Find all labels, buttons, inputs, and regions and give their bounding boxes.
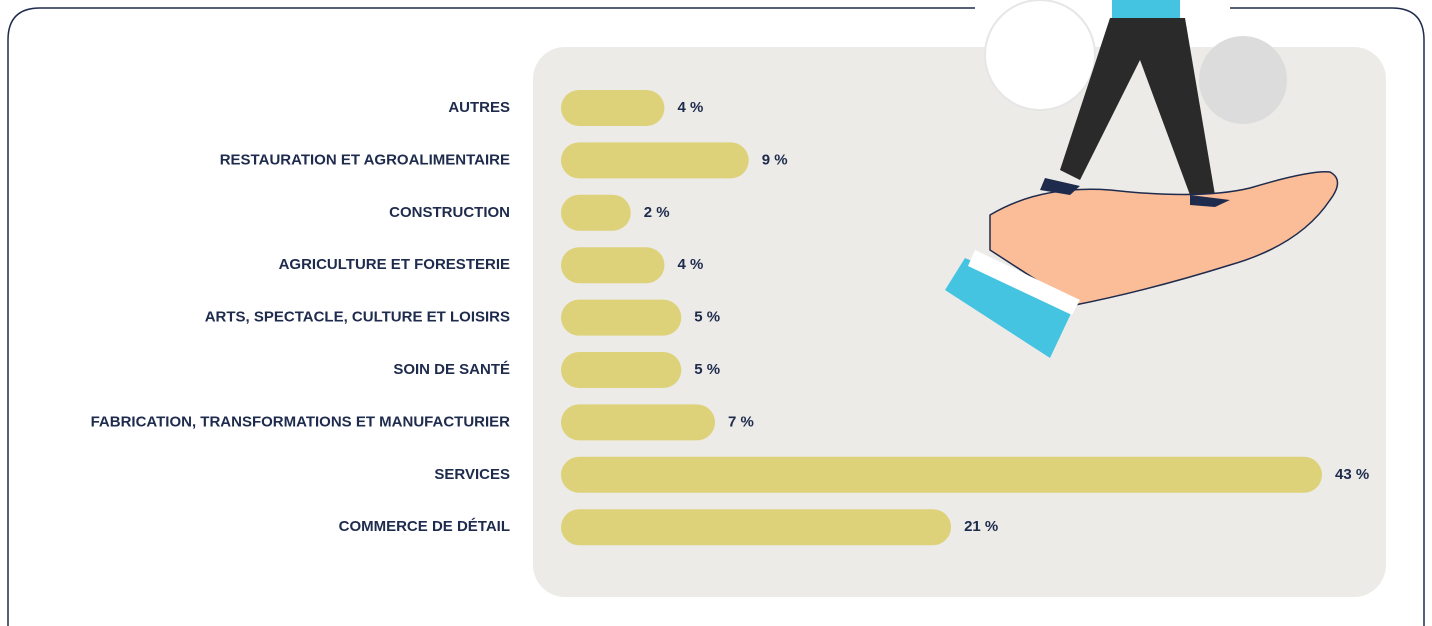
- value-label: 9 %: [762, 151, 788, 168]
- frame: [7, 7, 1425, 626]
- bar: [561, 194, 631, 231]
- bar: [561, 352, 682, 388]
- category-label: RESTAURATION ET AGROALIMENTAIRE: [220, 151, 510, 168]
- bar: [561, 404, 716, 441]
- value-label: 5 %: [694, 309, 720, 326]
- value-label: 2 %: [644, 204, 670, 221]
- category-label: AUTRES: [448, 99, 510, 116]
- bar: [561, 247, 665, 284]
- value-label: 43 %: [1335, 466, 1369, 483]
- category-label: CONSTRUCTION: [389, 204, 510, 221]
- value-label: 4 %: [677, 99, 703, 116]
- category-label: SERVICES: [434, 466, 510, 483]
- category-label: SOIN DE SANTÉ: [393, 361, 510, 378]
- category-label: COMMERCE DE DÉTAIL: [339, 518, 510, 535]
- value-label: 7 %: [728, 413, 754, 430]
- value-label: 5 %: [694, 361, 720, 378]
- category-label: AGRICULTURE ET FORESTERIE: [279, 256, 510, 273]
- value-label: 4 %: [677, 256, 703, 273]
- bar: [561, 142, 749, 179]
- category-label: FABRICATION, TRANSFORMATIONS ET MANUFACT…: [91, 413, 511, 430]
- bar: [561, 456, 1322, 493]
- bar: [561, 90, 665, 126]
- category-label: ARTS, SPECTACLE, CULTURE ET LOISIRS: [205, 309, 510, 326]
- value-label: 21 %: [964, 518, 998, 535]
- illustration: [945, 0, 1339, 358]
- bar: [561, 299, 682, 336]
- bar: [561, 509, 952, 546]
